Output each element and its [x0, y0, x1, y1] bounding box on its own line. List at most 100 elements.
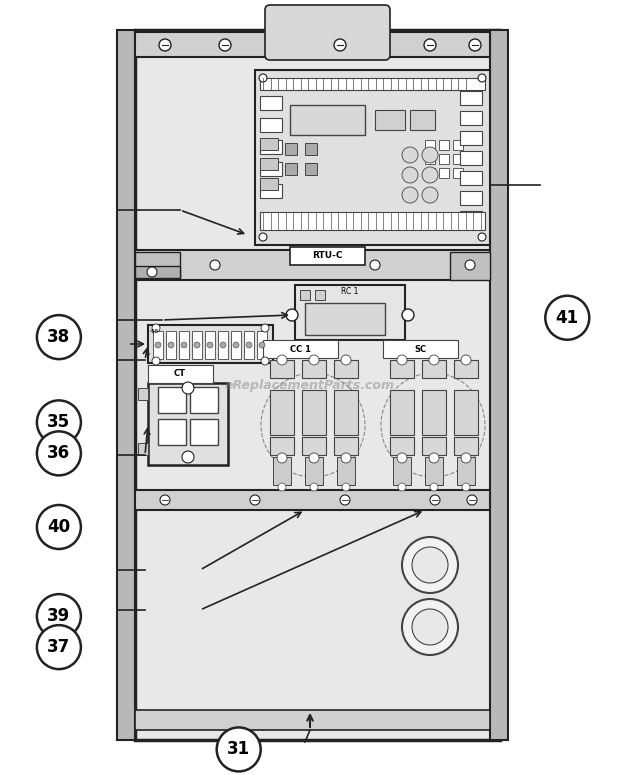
Text: eReplacementParts.com: eReplacementParts.com — [225, 378, 395, 391]
Bar — [460, 111, 482, 125]
Circle shape — [341, 453, 351, 463]
Circle shape — [422, 147, 438, 163]
Bar — [334, 390, 358, 435]
Bar — [257, 331, 267, 359]
Circle shape — [37, 505, 81, 549]
Text: 38: 38 — [47, 328, 71, 346]
Bar — [383, 340, 458, 358]
Circle shape — [246, 342, 252, 348]
Circle shape — [402, 599, 458, 655]
Bar — [153, 331, 163, 359]
Bar — [148, 365, 213, 383]
Circle shape — [422, 167, 438, 183]
Bar — [460, 151, 482, 165]
Circle shape — [402, 147, 418, 163]
Bar — [148, 325, 273, 363]
Text: 37: 37 — [47, 638, 71, 656]
Circle shape — [469, 39, 481, 51]
Circle shape — [168, 342, 174, 348]
Circle shape — [155, 342, 161, 348]
Bar — [263, 340, 338, 358]
Bar — [260, 140, 282, 154]
Circle shape — [412, 609, 448, 645]
Text: 36: 36 — [47, 444, 71, 463]
Text: CT: CT — [174, 370, 186, 378]
Circle shape — [210, 260, 220, 270]
Text: 40: 40 — [47, 518, 71, 536]
Circle shape — [340, 495, 350, 505]
Text: 41: 41 — [556, 308, 579, 327]
Circle shape — [37, 432, 81, 475]
Circle shape — [259, 342, 265, 348]
FancyBboxPatch shape — [265, 5, 390, 60]
Bar — [425, 457, 443, 485]
Bar — [439, 140, 449, 150]
Bar — [460, 211, 482, 225]
Bar — [425, 154, 435, 164]
Bar — [260, 212, 485, 230]
Circle shape — [424, 39, 436, 51]
Bar — [179, 331, 189, 359]
Bar — [425, 140, 435, 150]
Bar — [135, 710, 490, 730]
Bar — [337, 457, 355, 485]
Circle shape — [478, 74, 486, 82]
Circle shape — [220, 342, 226, 348]
Circle shape — [465, 260, 475, 270]
Bar — [285, 163, 297, 175]
Bar — [390, 390, 414, 435]
Bar — [158, 387, 186, 413]
Circle shape — [152, 324, 160, 332]
Bar — [453, 140, 463, 150]
Bar — [450, 252, 490, 280]
Bar — [190, 387, 218, 413]
Bar — [422, 360, 446, 378]
Circle shape — [37, 401, 81, 444]
Bar — [334, 437, 358, 455]
Circle shape — [429, 453, 439, 463]
Bar — [166, 331, 176, 359]
Circle shape — [402, 167, 418, 183]
Bar — [260, 184, 282, 198]
Circle shape — [160, 495, 170, 505]
Circle shape — [412, 547, 448, 583]
Circle shape — [278, 483, 286, 491]
Bar — [425, 168, 435, 178]
Bar — [305, 163, 317, 175]
Bar — [457, 457, 475, 485]
Circle shape — [261, 357, 269, 365]
Bar — [190, 419, 218, 445]
Bar — [453, 168, 463, 178]
Bar — [290, 105, 365, 135]
Bar — [273, 457, 291, 485]
Circle shape — [261, 324, 269, 332]
Bar — [422, 390, 446, 435]
Bar — [460, 131, 482, 145]
Bar — [454, 437, 478, 455]
Circle shape — [259, 233, 267, 241]
Circle shape — [402, 537, 458, 593]
Circle shape — [309, 355, 319, 365]
Circle shape — [429, 355, 439, 365]
Text: 31: 31 — [227, 740, 250, 759]
Bar — [158, 419, 186, 445]
Circle shape — [250, 495, 260, 505]
Bar — [260, 138, 278, 150]
Circle shape — [334, 39, 346, 51]
Bar — [305, 303, 385, 335]
Circle shape — [182, 382, 194, 394]
Bar — [244, 331, 254, 359]
Circle shape — [467, 495, 477, 505]
Bar — [260, 78, 485, 90]
Bar — [460, 91, 482, 105]
Bar — [135, 252, 180, 278]
Bar — [255, 70, 490, 245]
Text: SC: SC — [414, 345, 426, 353]
Bar — [453, 154, 463, 164]
Bar — [490, 30, 508, 740]
Circle shape — [181, 342, 187, 348]
Circle shape — [397, 355, 407, 365]
Bar — [135, 30, 500, 740]
Bar — [439, 168, 449, 178]
Circle shape — [37, 594, 81, 638]
